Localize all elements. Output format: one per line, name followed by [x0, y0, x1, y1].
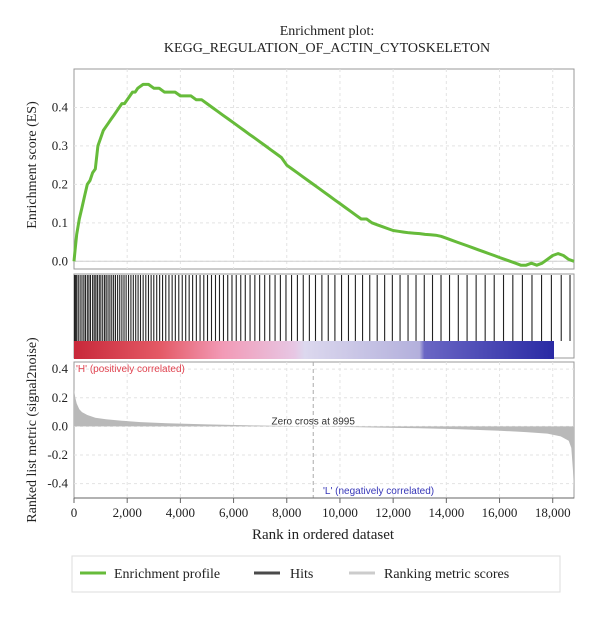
rank-y-tick-label: -0.4 — [47, 476, 68, 491]
x-tick-label: 8,000 — [272, 505, 301, 520]
x-tick-label: 12,000 — [375, 505, 411, 520]
legend-item-hits: Hits — [254, 567, 313, 582]
rank-y-tick-label: -0.2 — [47, 447, 68, 462]
legend-label-hits: Hits — [290, 567, 313, 582]
rank-color-bar — [74, 341, 554, 359]
hits-panel — [73, 273, 575, 359]
rank-y-axis-title: Ranked list metric (signal2noise) — [25, 337, 40, 523]
legend-label-ranking-metric-scores: Ranking metric scores — [384, 567, 509, 582]
rank-y-tick-label: 0.4 — [52, 361, 69, 376]
legend-frame — [71, 555, 561, 593]
legend-item-ranking-metric-scores: Ranking metric scores — [349, 567, 509, 582]
es-y-tick-label: 0.3 — [52, 138, 68, 153]
zero-cross-label: Zero cross at 8995 — [272, 416, 356, 427]
x-axis-title: Rank in ordered dataset — [252, 527, 395, 543]
es-y-tick-label: 0.4 — [52, 99, 69, 114]
figure-title-line1: Enrichment plot: — [280, 24, 374, 39]
x-tick-label: 0 — [71, 505, 78, 520]
hits-barcode — [73, 275, 571, 341]
es-plot-frame — [73, 68, 575, 270]
es-y-axis-title: Enrichment score (ES) — [25, 101, 40, 229]
x-tick-label: 4,000 — [166, 505, 195, 520]
x-tick-label: 18,000 — [535, 505, 571, 520]
enrichment-profile-line — [72, 82, 575, 267]
es-y-tick-label: 0.1 — [52, 215, 68, 230]
es-y-tick-label: 0.0 — [52, 253, 68, 268]
figure-title-line2: KEGG_REGULATION_OF_ACTIN_CYTOSKELETON — [164, 41, 490, 56]
x-tick-label: 14,000 — [428, 505, 464, 520]
legend: Enrichment profile Hits Ranking metric s… — [71, 555, 561, 593]
x-axis: 0 2,000 4,000 6,000 8,000 10,000 12,000 14,000 1… — [71, 497, 574, 520]
es-y-ticks: 0.0 0.1 0.2 0.3 0.4 — [52, 99, 69, 268]
x-tick-label: 6,000 — [219, 505, 248, 520]
negatively-correlated-label: 'L' (negatively correlated) — [323, 486, 434, 497]
legend-item-enrichment-profile: Enrichment profile — [80, 567, 220, 582]
rank-y-tick-label: 0.2 — [52, 390, 68, 405]
legend-label-enrichment-profile: Enrichment profile — [114, 567, 220, 582]
es-y-tick-label: 0.2 — [52, 176, 68, 191]
rank-y-tick-label: 0.0 — [52, 418, 68, 433]
ranked-list-panel: 0.4 0.2 0.0 -0.2 -0.4 Zero cross at 8995 'H'… — [47, 361, 575, 499]
rank-y-ticks: 0.4 0.2 0.0 -0.2 -0.4 — [47, 361, 68, 491]
x-tick-label: 10,000 — [322, 505, 358, 520]
x-tick-label: 2,000 — [113, 505, 142, 520]
x-axis-ticks: 0 2,000 4,000 6,000 8,000 10,000 12,000 14,000 1… — [71, 498, 571, 520]
positively-correlated-label: 'H' (positively correlated) — [76, 364, 185, 375]
enrichment-score-panel: 0.0 0.1 0.2 0.3 0.4 — [52, 68, 575, 270]
x-tick-label: 16,000 — [482, 505, 518, 520]
